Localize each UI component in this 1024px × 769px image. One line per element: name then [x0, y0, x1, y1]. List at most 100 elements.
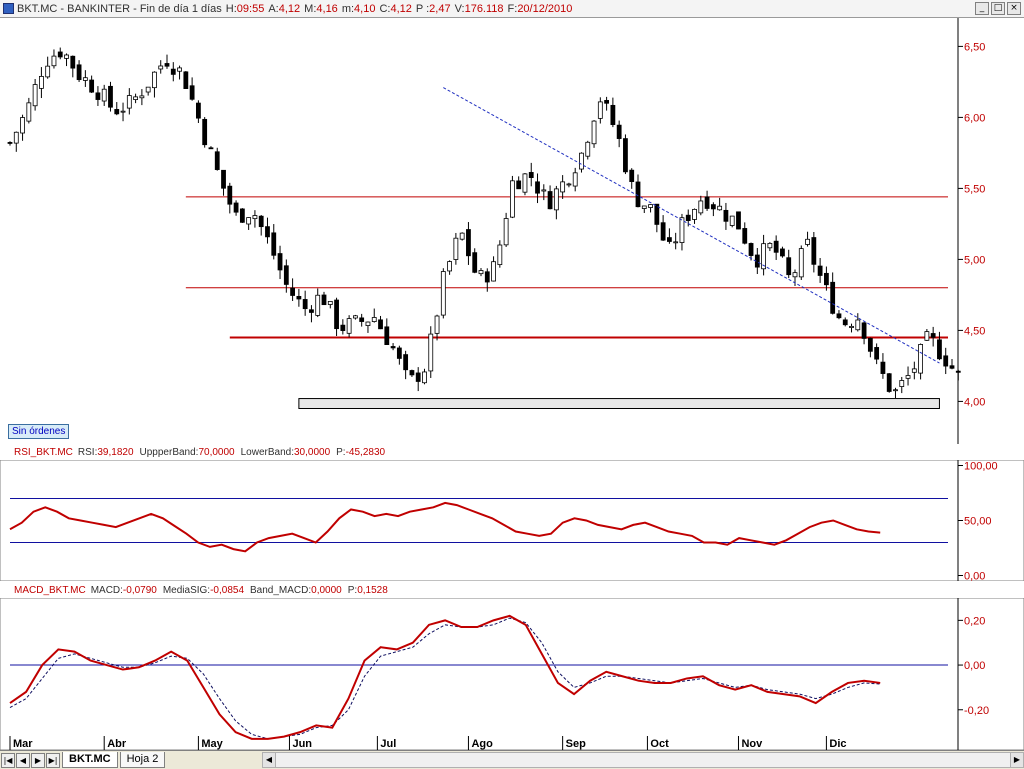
candle-body [170, 68, 176, 75]
candle-body [773, 240, 779, 253]
candle-body [296, 295, 302, 300]
candle-body [836, 313, 842, 319]
candle-body [911, 368, 917, 373]
candle-body [566, 183, 572, 186]
rsi-chart[interactable]: 0,00 50,00 100,00 [0, 460, 1024, 581]
month-label: Dic [829, 738, 846, 750]
scroll-left-icon[interactable]: ◀ [263, 753, 276, 767]
candle-body [265, 226, 270, 238]
candle-body [660, 222, 666, 241]
candle-body [924, 331, 930, 341]
macd-field-value: -0,0790 [122, 585, 157, 596]
horizontal-scrollbar[interactable]: ◀ ▶ [262, 752, 1024, 768]
restore-button[interactable]: □ [991, 2, 1005, 15]
scroll-right-icon[interactable]: ▶ [1010, 753, 1023, 767]
close-button[interactable]: × [1007, 2, 1021, 15]
candle-body [861, 322, 867, 339]
title-bar: BKT.MC - BANKINTER - Fin de día 1 días H… [0, 0, 1024, 18]
candle-body [516, 180, 522, 190]
candle-body [880, 361, 886, 374]
candle-body [302, 299, 308, 310]
candle-body [126, 95, 132, 109]
candle-body [133, 96, 139, 100]
last-sheet-button[interactable]: ▶| [46, 752, 60, 768]
price-tick-label: 4,00 [964, 396, 985, 408]
macd-chart[interactable]: -0,20 0,00 0,20 Mar Abr May Jun Jul Ago Sep Oct Nov… [0, 598, 1024, 750]
candle-body [20, 117, 25, 134]
rsi-field-label: LowerBand: [240, 447, 294, 458]
macd-line [9, 614, 881, 740]
candle-body [616, 124, 622, 139]
candle-body [667, 237, 672, 242]
candle-body [315, 294, 321, 316]
candle-body [905, 375, 911, 379]
candle-body [321, 294, 327, 306]
macd-tick-label: 0,20 [964, 615, 985, 627]
macd-field-label: MACD: [90, 585, 123, 596]
month-label: Mar [13, 738, 33, 750]
rsi-header: RSI_BKT.MC RSI: 39,1820 UppperBand: 70,000… [0, 445, 960, 460]
next-sheet-button[interactable]: ▶ [31, 752, 45, 768]
candle-body [798, 248, 804, 278]
candle-body [447, 261, 453, 272]
candle-body [692, 208, 697, 220]
candle-body [309, 309, 314, 313]
rsi-field-label: RSI: [77, 447, 98, 458]
candle-body [535, 181, 540, 194]
rsi-tick-label: 100,00 [964, 461, 998, 473]
candle-body [346, 318, 352, 334]
candle-body [641, 205, 647, 209]
candle-body [177, 67, 182, 72]
candle-body [120, 110, 126, 113]
candle-body [258, 215, 264, 228]
orders-status-badge[interactable]: Sin órdenes [8, 424, 70, 439]
candle-body [767, 242, 773, 249]
candle-body [522, 173, 528, 193]
candle-body [949, 365, 955, 369]
macd-field-value: -0,0854 [210, 585, 245, 596]
candle-body [792, 272, 798, 278]
candle-body [221, 169, 226, 189]
sheet-tab-hoja2[interactable]: Hoja 2 [119, 752, 166, 768]
candle-body [51, 55, 57, 67]
macd-tick-label: 0,00 [964, 660, 985, 672]
candle-body [623, 138, 628, 173]
first-sheet-button[interactable]: |◀ [1, 752, 15, 768]
candle-body [434, 315, 440, 334]
candle-body [541, 189, 547, 192]
candle-body [283, 265, 289, 285]
minimize-button[interactable]: _ [975, 2, 989, 15]
candle-body [246, 217, 252, 225]
candle-body [673, 241, 679, 244]
candle-body [334, 299, 339, 330]
candle-body [528, 172, 534, 179]
candle-body [899, 380, 905, 387]
prev-sheet-button[interactable]: ◀ [16, 752, 30, 768]
candle-body [729, 215, 735, 226]
field-value: 176.118 [464, 2, 504, 15]
candle-body [786, 257, 792, 276]
field-value: 2,47 [429, 2, 451, 15]
candle-body [503, 218, 509, 246]
candle-body [189, 85, 195, 100]
candle-body [70, 55, 76, 69]
candle-body [82, 77, 88, 81]
candle-body [202, 118, 208, 146]
macd-field-value: 0,1528 [357, 585, 388, 596]
sheet-tab-bkt[interactable]: BKT.MC [62, 752, 118, 768]
candle-body [780, 248, 785, 257]
candle-body [930, 333, 936, 338]
rsi-field-value: 70,0000 [198, 447, 235, 458]
support-zone [298, 398, 940, 409]
candle-body [145, 86, 151, 93]
candle-body [560, 181, 566, 193]
candle-body [152, 71, 157, 89]
candle-body [453, 237, 459, 260]
candle-body [371, 317, 377, 322]
field-value: 4,12 [278, 2, 301, 15]
candle-body [685, 214, 691, 221]
field-label: P : [415, 2, 430, 15]
candle-body [918, 344, 923, 374]
field-label: A: [268, 2, 279, 15]
price-chart[interactable]: 4,00 4,50 5,00 5,50 6,00 6,50 [0, 18, 1024, 444]
